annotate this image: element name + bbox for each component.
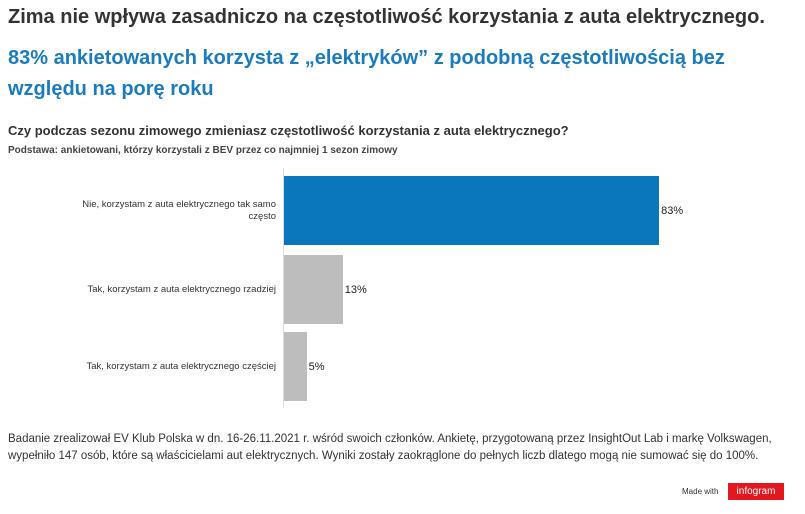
value-label: 5% [308, 360, 325, 373]
base-note: Podstawa: ankietowani, którzy korzystali… [8, 145, 398, 156]
axis-line [283, 168, 284, 408]
title: Zima nie wpływa zasadniczo na częstotliw… [8, 6, 765, 28]
brand-logo[interactable]: infogram [728, 483, 784, 500]
value-label: 13% [344, 283, 367, 296]
question: Czy podczas sezonu zimowego zmieniasz cz… [8, 123, 569, 138]
bar [284, 176, 660, 245]
made-with: Made with [682, 487, 719, 496]
value-label: 83% [661, 204, 684, 217]
subtitle: 83% ankietowanych korzysta z „elektryków… [8, 47, 725, 100]
category-label: Tak, korzystam z auta elektrycznego częś… [86, 360, 276, 372]
footnote: Badanie zrealizował EV Klub Polska w dn.… [8, 433, 772, 462]
category-label: Tak, korzystam z auta elektrycznego rzad… [87, 283, 277, 295]
bar [284, 332, 307, 401]
bar [284, 255, 343, 324]
category-label: Nie, korzystam z auta elektrycznego tak … [82, 198, 276, 222]
